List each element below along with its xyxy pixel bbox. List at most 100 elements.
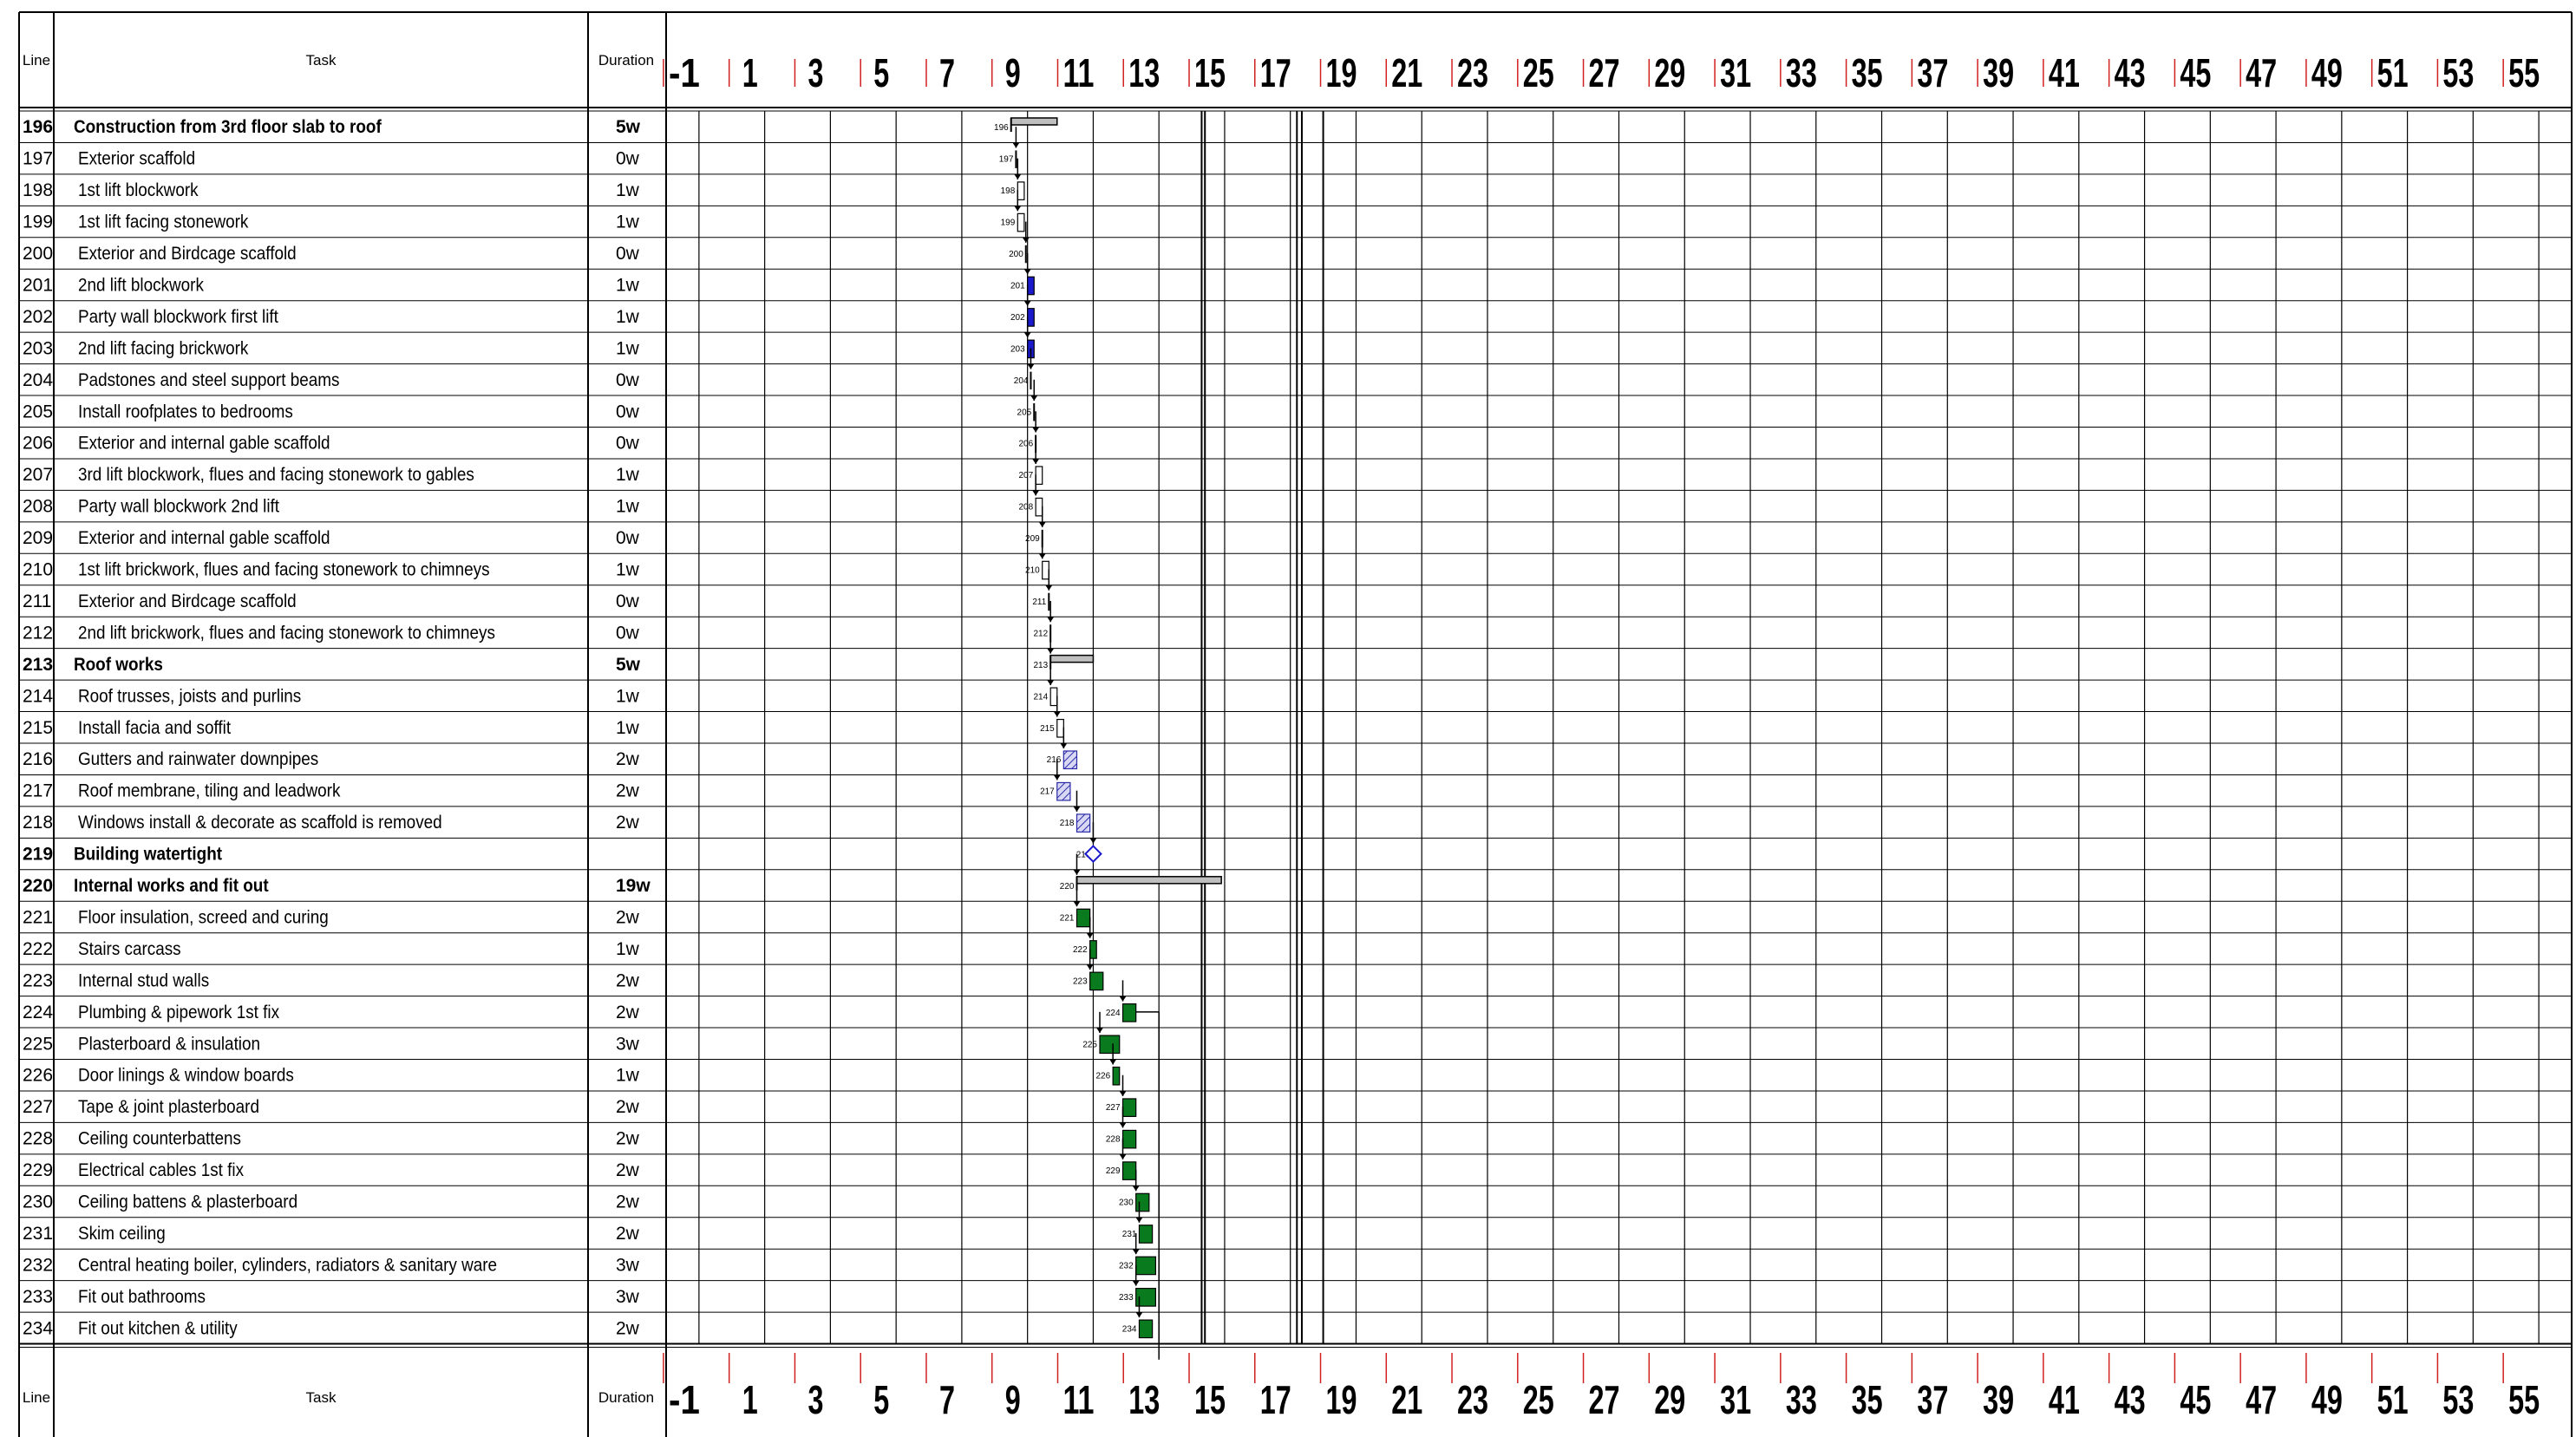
week-tick-label: 31 xyxy=(1720,50,1751,95)
task-bar xyxy=(1121,1003,1137,1022)
task-duration: 2w xyxy=(616,1160,640,1180)
week-tick-label-bottom: 27 xyxy=(1589,1377,1620,1422)
task-duration: 3w xyxy=(616,1034,640,1054)
task-bar xyxy=(1135,1288,1157,1307)
task-line-number: 200 xyxy=(23,244,53,264)
week-tick-label-bottom: 49 xyxy=(2311,1377,2343,1422)
week-tick-label: 35 xyxy=(1852,50,1883,95)
week-tick-label: 29 xyxy=(1654,50,1685,95)
task-bar-label: 233 xyxy=(1119,1293,1134,1303)
task-bar-label: 220 xyxy=(1060,882,1075,892)
task-bar xyxy=(1138,1319,1154,1339)
week-tick-label: 49 xyxy=(2311,50,2343,95)
week-tick-label: 43 xyxy=(2115,50,2146,95)
task-line-number: 214 xyxy=(23,686,53,706)
task-bar xyxy=(1027,308,1035,327)
week-tick-label-bottom: 45 xyxy=(2180,1377,2211,1422)
week-tick-label-bottom: 29 xyxy=(1654,1377,1685,1422)
week-tick-label: 23 xyxy=(1457,50,1488,95)
summary-bar xyxy=(1010,117,1058,126)
task-bar xyxy=(1027,276,1035,296)
task-duration: 3w xyxy=(616,1287,640,1307)
task-bar-label: 204 xyxy=(1014,376,1029,386)
task-bar-label: 214 xyxy=(1034,692,1049,702)
task-column-footer: Task xyxy=(306,1389,337,1406)
task-duration: 1w xyxy=(616,1066,640,1086)
task-line-number: 226 xyxy=(23,1066,53,1086)
task-duration: 1w xyxy=(616,686,640,706)
task-name: 2nd lift blockwork xyxy=(78,276,205,296)
task-bars: 196 197 198 199 200 201 202 203 204 205 206 207 208 2… xyxy=(994,117,1222,1360)
task-bar-label: 211 xyxy=(1032,598,1046,607)
task-line-number: 213 xyxy=(23,655,53,675)
week-tick-label-bottom: 1 xyxy=(742,1377,758,1422)
task-name: Building watertight xyxy=(74,845,222,865)
task-duration: 0w xyxy=(616,244,640,264)
task-bar xyxy=(1138,1225,1154,1244)
summary-bar xyxy=(1049,654,1095,663)
dependency-arrowhead xyxy=(1038,553,1046,559)
task-line-number: 207 xyxy=(23,465,53,485)
dependency-arrowhead xyxy=(1053,774,1061,781)
task-name: 1st lift brickwork, flues and facing sto… xyxy=(78,560,490,580)
task-line-number: 210 xyxy=(23,560,53,580)
task-duration: 1w xyxy=(616,212,640,232)
dependency-arrowhead xyxy=(1012,142,1020,148)
task-bar xyxy=(1121,1161,1137,1180)
week-tick-label: 51 xyxy=(2377,50,2409,95)
task-bar-label: 213 xyxy=(1034,661,1049,670)
week-tick-label-bottom: 43 xyxy=(2115,1377,2146,1422)
week-tick-label: 7 xyxy=(939,50,955,95)
dependency-arrowhead xyxy=(1023,332,1031,338)
task-name: Tape & joint plasterboard xyxy=(78,1097,259,1117)
task-bar xyxy=(1135,1192,1150,1212)
task-bar-label: 221 xyxy=(1060,913,1075,923)
task-bar xyxy=(1056,781,1071,801)
task-line-number: 202 xyxy=(23,307,53,327)
dependency-arrowhead xyxy=(1096,1028,1104,1034)
dependency-arrowhead xyxy=(1089,838,1097,844)
week-tick-label-bottom: 17 xyxy=(1260,1377,1291,1422)
task-line-number: 198 xyxy=(23,180,53,200)
dependency-arrowhead xyxy=(1022,237,1030,243)
task-bar-label: 212 xyxy=(1034,629,1049,638)
week-tick-label-bottom: 23 xyxy=(1457,1377,1488,1422)
dependency-arrowhead xyxy=(1132,1186,1140,1192)
week-tick-label: 21 xyxy=(1391,50,1422,95)
dependency-arrowhead xyxy=(1109,1059,1117,1065)
week-tick-label: 1 xyxy=(742,50,758,95)
task-line-number: 219 xyxy=(23,845,53,865)
task-rows: 196 Construction from 3rd floor slab to r… xyxy=(23,117,651,1338)
task-bar xyxy=(1017,181,1025,200)
task-duration: 0w xyxy=(616,591,640,611)
task-line-number: 211 xyxy=(23,591,51,611)
week-tick-label-bottom: 35 xyxy=(1852,1377,1883,1422)
dependency-arrowhead xyxy=(1119,1153,1127,1159)
task-line-number: 225 xyxy=(23,1034,53,1054)
week-tick-label-bottom: 39 xyxy=(1983,1377,2014,1422)
task-bar-label: 208 xyxy=(1018,503,1033,513)
task-bar-label: 203 xyxy=(1010,344,1025,354)
week-tick-label-bottom: 9 xyxy=(1005,1377,1021,1422)
task-duration: 1w xyxy=(616,275,640,295)
duration-column-header: Duration xyxy=(598,52,654,69)
task-bar xyxy=(1049,687,1058,707)
task-duration: 2w xyxy=(616,749,640,769)
task-name: Exterior and Birdcage scaffold xyxy=(78,591,297,611)
dependency-arrowhead xyxy=(1014,173,1022,180)
task-line-number: 208 xyxy=(23,497,53,517)
task-line-number: 215 xyxy=(23,718,53,738)
dependency-arrowhead xyxy=(1032,490,1040,496)
task-bar-label: 196 xyxy=(994,123,1009,133)
task-duration: 1w xyxy=(616,718,640,738)
week-tick-label: 53 xyxy=(2442,50,2474,95)
task-line-number: 224 xyxy=(23,1003,53,1022)
week-tick-label: 3 xyxy=(807,50,823,95)
task-duration: 2w xyxy=(616,1097,640,1117)
task-line-number: 206 xyxy=(23,434,53,454)
task-name: Roof works xyxy=(74,655,163,675)
week-tick-label: 41 xyxy=(2049,50,2080,95)
task-line-number: 232 xyxy=(23,1255,53,1275)
week-tick-label: 25 xyxy=(1523,50,1554,95)
